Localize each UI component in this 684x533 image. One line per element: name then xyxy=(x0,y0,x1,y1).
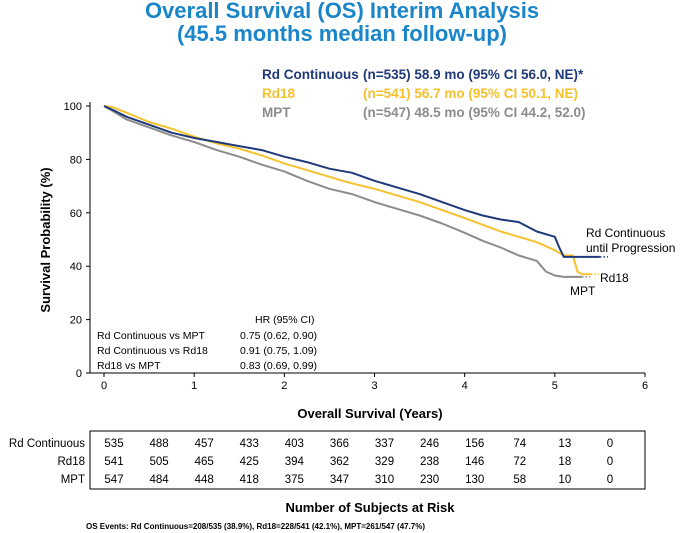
x-tick-label: 4 xyxy=(462,380,468,392)
x-tick-label: 0 xyxy=(101,380,107,392)
end-label-rd18: Rd18 xyxy=(600,271,629,285)
risk-table-title: Number of Subjects at Risk xyxy=(285,500,455,515)
y-tick-label: 20 xyxy=(70,315,82,327)
y-tick-label: 40 xyxy=(70,261,82,273)
risk-cell: 418 xyxy=(240,474,259,486)
y-tick-label: 0 xyxy=(76,368,82,380)
risk-cell: 394 xyxy=(285,456,305,468)
hr-header: HR (95% CI) xyxy=(255,314,315,326)
risk-cell: 0 xyxy=(607,438,613,450)
risk-cell: 448 xyxy=(195,474,214,486)
end-label-rd-continuous: until Progression xyxy=(586,241,675,255)
legend-entry-stats: (n=535) 58.9 mo (95% CI 56.0, NE)* xyxy=(363,67,584,82)
hazard-ratio-table: HR (95% CI) Rd Continuous vs MPT 0.75 (0.6… xyxy=(97,314,317,372)
hr-row-label: Rd Continuous vs Rd18 xyxy=(97,345,208,357)
risk-cell: 130 xyxy=(465,474,484,486)
footnote: OS Events: Rd Continuous=208/535 (38.9%)… xyxy=(86,522,425,531)
series-line-rd-continuous xyxy=(103,105,600,258)
risk-table-box xyxy=(89,430,646,490)
legend-entry-name: MPT xyxy=(262,105,291,120)
y-tick-label: 80 xyxy=(70,154,82,166)
risk-cell: 457 xyxy=(195,438,214,450)
risk-row-label: MPT xyxy=(61,474,85,486)
risk-cell: 246 xyxy=(420,438,439,450)
risk-cell: 72 xyxy=(513,456,526,468)
series-line-rd18 xyxy=(103,105,591,276)
risk-cell: 535 xyxy=(104,438,123,450)
risk-cell: 366 xyxy=(330,438,349,450)
x-tick-label: 1 xyxy=(191,380,197,392)
legend: Rd Continuous (n=535) 58.9 mo (95% CI 56.… xyxy=(262,67,586,120)
risk-cell: 465 xyxy=(195,456,214,468)
chart-title: Overall Survival (OS) Interim Analysis xyxy=(145,0,539,23)
y-tick-label: 100 xyxy=(64,101,82,113)
legend-entry-stats: (n=541) 56.7 mo (95% CI 50.1, NE) xyxy=(363,86,578,101)
risk-row-label: Rd Continuous xyxy=(9,438,85,450)
risk-cell: 0 xyxy=(607,474,613,486)
y-axis-label: Survival Probability (%) xyxy=(38,167,53,312)
risk-table: Rd Continuous 535 488 457 433 403 366 337 246 156… xyxy=(9,430,646,490)
risk-cell: 156 xyxy=(465,438,484,450)
risk-cell: 58 xyxy=(513,474,526,486)
chart-subtitle: (45.5 months median follow-up) xyxy=(177,21,507,46)
risk-cell: 238 xyxy=(420,456,439,468)
risk-cell: 541 xyxy=(104,456,123,468)
risk-cell: 547 xyxy=(104,474,123,486)
legend-entry-stats: (n=547) 48.5 mo (95% CI 44.2, 52.0) xyxy=(363,105,586,120)
hr-row-value: 0.91 (0.75, 1.09) xyxy=(240,345,317,357)
risk-cell: 0 xyxy=(607,456,613,468)
hr-row-label: Rd Continuous vs MPT xyxy=(97,330,206,342)
risk-cell: 362 xyxy=(330,456,349,468)
risk-cell: 484 xyxy=(149,474,169,486)
risk-cell: 10 xyxy=(558,474,571,486)
risk-cell: 375 xyxy=(285,474,304,486)
x-tick-label: 3 xyxy=(371,380,377,392)
risk-row-label: Rd18 xyxy=(58,456,86,468)
end-label-mpt: MPT xyxy=(570,284,596,298)
risk-cell: 13 xyxy=(558,438,571,450)
risk-cell: 146 xyxy=(465,456,484,468)
risk-cell: 488 xyxy=(149,438,168,450)
risk-cell: 433 xyxy=(240,438,259,450)
x-tick-label: 6 xyxy=(642,380,648,392)
risk-cell: 403 xyxy=(285,438,304,450)
risk-cell: 230 xyxy=(420,474,439,486)
risk-cell: 425 xyxy=(240,456,259,468)
x-tick-label: 5 xyxy=(552,380,558,392)
risk-cell: 310 xyxy=(375,474,394,486)
series-line-mpt xyxy=(103,105,582,278)
risk-cell: 505 xyxy=(149,456,168,468)
risk-cell: 74 xyxy=(513,438,526,450)
legend-entry-name: Rd Continuous xyxy=(262,67,359,82)
risk-cell: 18 xyxy=(558,456,571,468)
x-axis-label: Overall Survival (Years) xyxy=(297,406,442,421)
x-tick-label: 2 xyxy=(281,380,287,392)
hr-row-value: 0.75 (0.62, 0.90) xyxy=(240,330,317,342)
end-label-rd-continuous: Rd Continuous xyxy=(586,226,665,240)
risk-cell: 329 xyxy=(375,456,394,468)
risk-cell: 337 xyxy=(375,438,394,450)
hr-row-value: 0.83 (0.69, 0.99) xyxy=(240,360,317,372)
legend-entry-name: Rd18 xyxy=(262,86,296,101)
hr-row-label: Rd18 vs MPT xyxy=(97,360,161,372)
risk-cell: 347 xyxy=(330,474,349,486)
y-tick-label: 60 xyxy=(70,208,82,220)
